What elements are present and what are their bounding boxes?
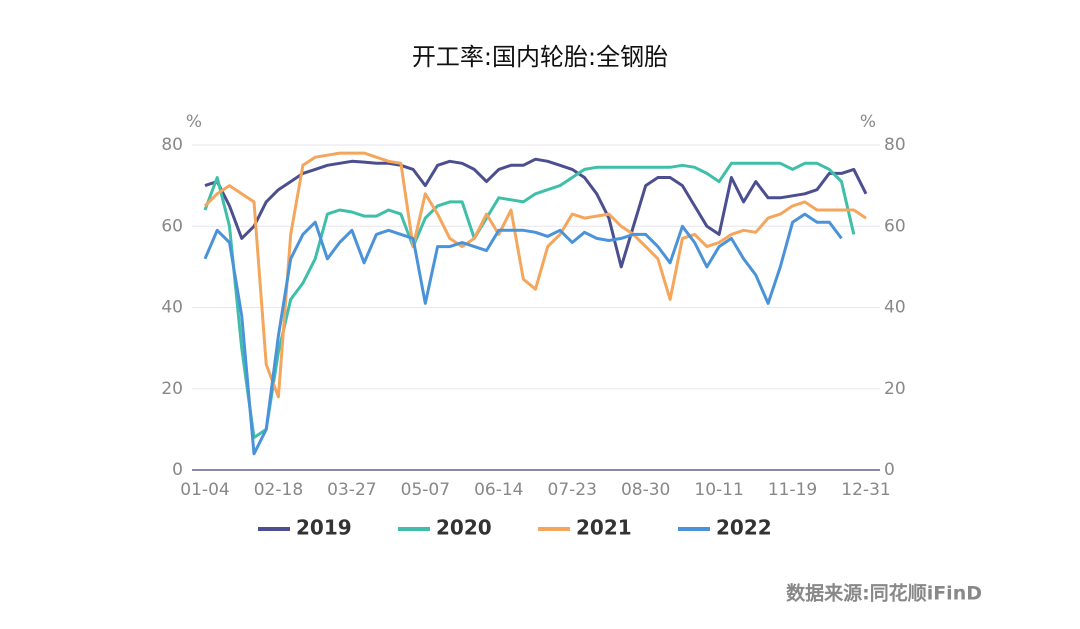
x-tick-label: 06-14 [474, 480, 523, 500]
y2-tick-label: 60 [884, 216, 906, 236]
y-tick-label: 40 [161, 298, 183, 318]
x-tick-label: 07-23 [548, 480, 597, 500]
x-tick-label: 01-04 [180, 480, 229, 500]
x-tick-label: 03-27 [327, 480, 376, 500]
y2-axis-unit: % [860, 112, 876, 132]
y-axis-unit: % [186, 112, 202, 132]
y-tick-label: 80 [161, 135, 183, 155]
legend-label: 2021 [576, 516, 632, 540]
y-tick-label: 60 [161, 216, 183, 236]
y-tick-label: 20 [161, 379, 183, 399]
y2-tick-label: 0 [884, 460, 895, 480]
y2-tick-label: 40 [884, 298, 906, 318]
series-line [203, 212, 843, 456]
x-tick-label: 05-07 [401, 480, 450, 500]
series-line [204, 157, 868, 269]
x-tick-label: 11-19 [768, 480, 817, 500]
legend-label: 2020 [436, 516, 492, 540]
y2-tick-label: 20 [884, 379, 906, 399]
x-tick-label: 08-30 [621, 480, 670, 500]
legend-label: 2022 [716, 516, 772, 540]
chart-title: 开工率:国内轮胎:全钢胎 [412, 43, 668, 71]
source-note: 数据来源:同花顺iFinD [786, 582, 982, 605]
series-line [203, 151, 867, 399]
x-tick-label: 10-11 [694, 480, 743, 500]
y-tick-label: 0 [172, 460, 183, 480]
legend-label: 2019 [296, 516, 352, 540]
series-line [203, 161, 856, 439]
x-tick-label: 02-18 [254, 480, 303, 500]
y2-tick-label: 80 [884, 135, 906, 155]
x-tick-label: 12-31 [841, 480, 890, 500]
